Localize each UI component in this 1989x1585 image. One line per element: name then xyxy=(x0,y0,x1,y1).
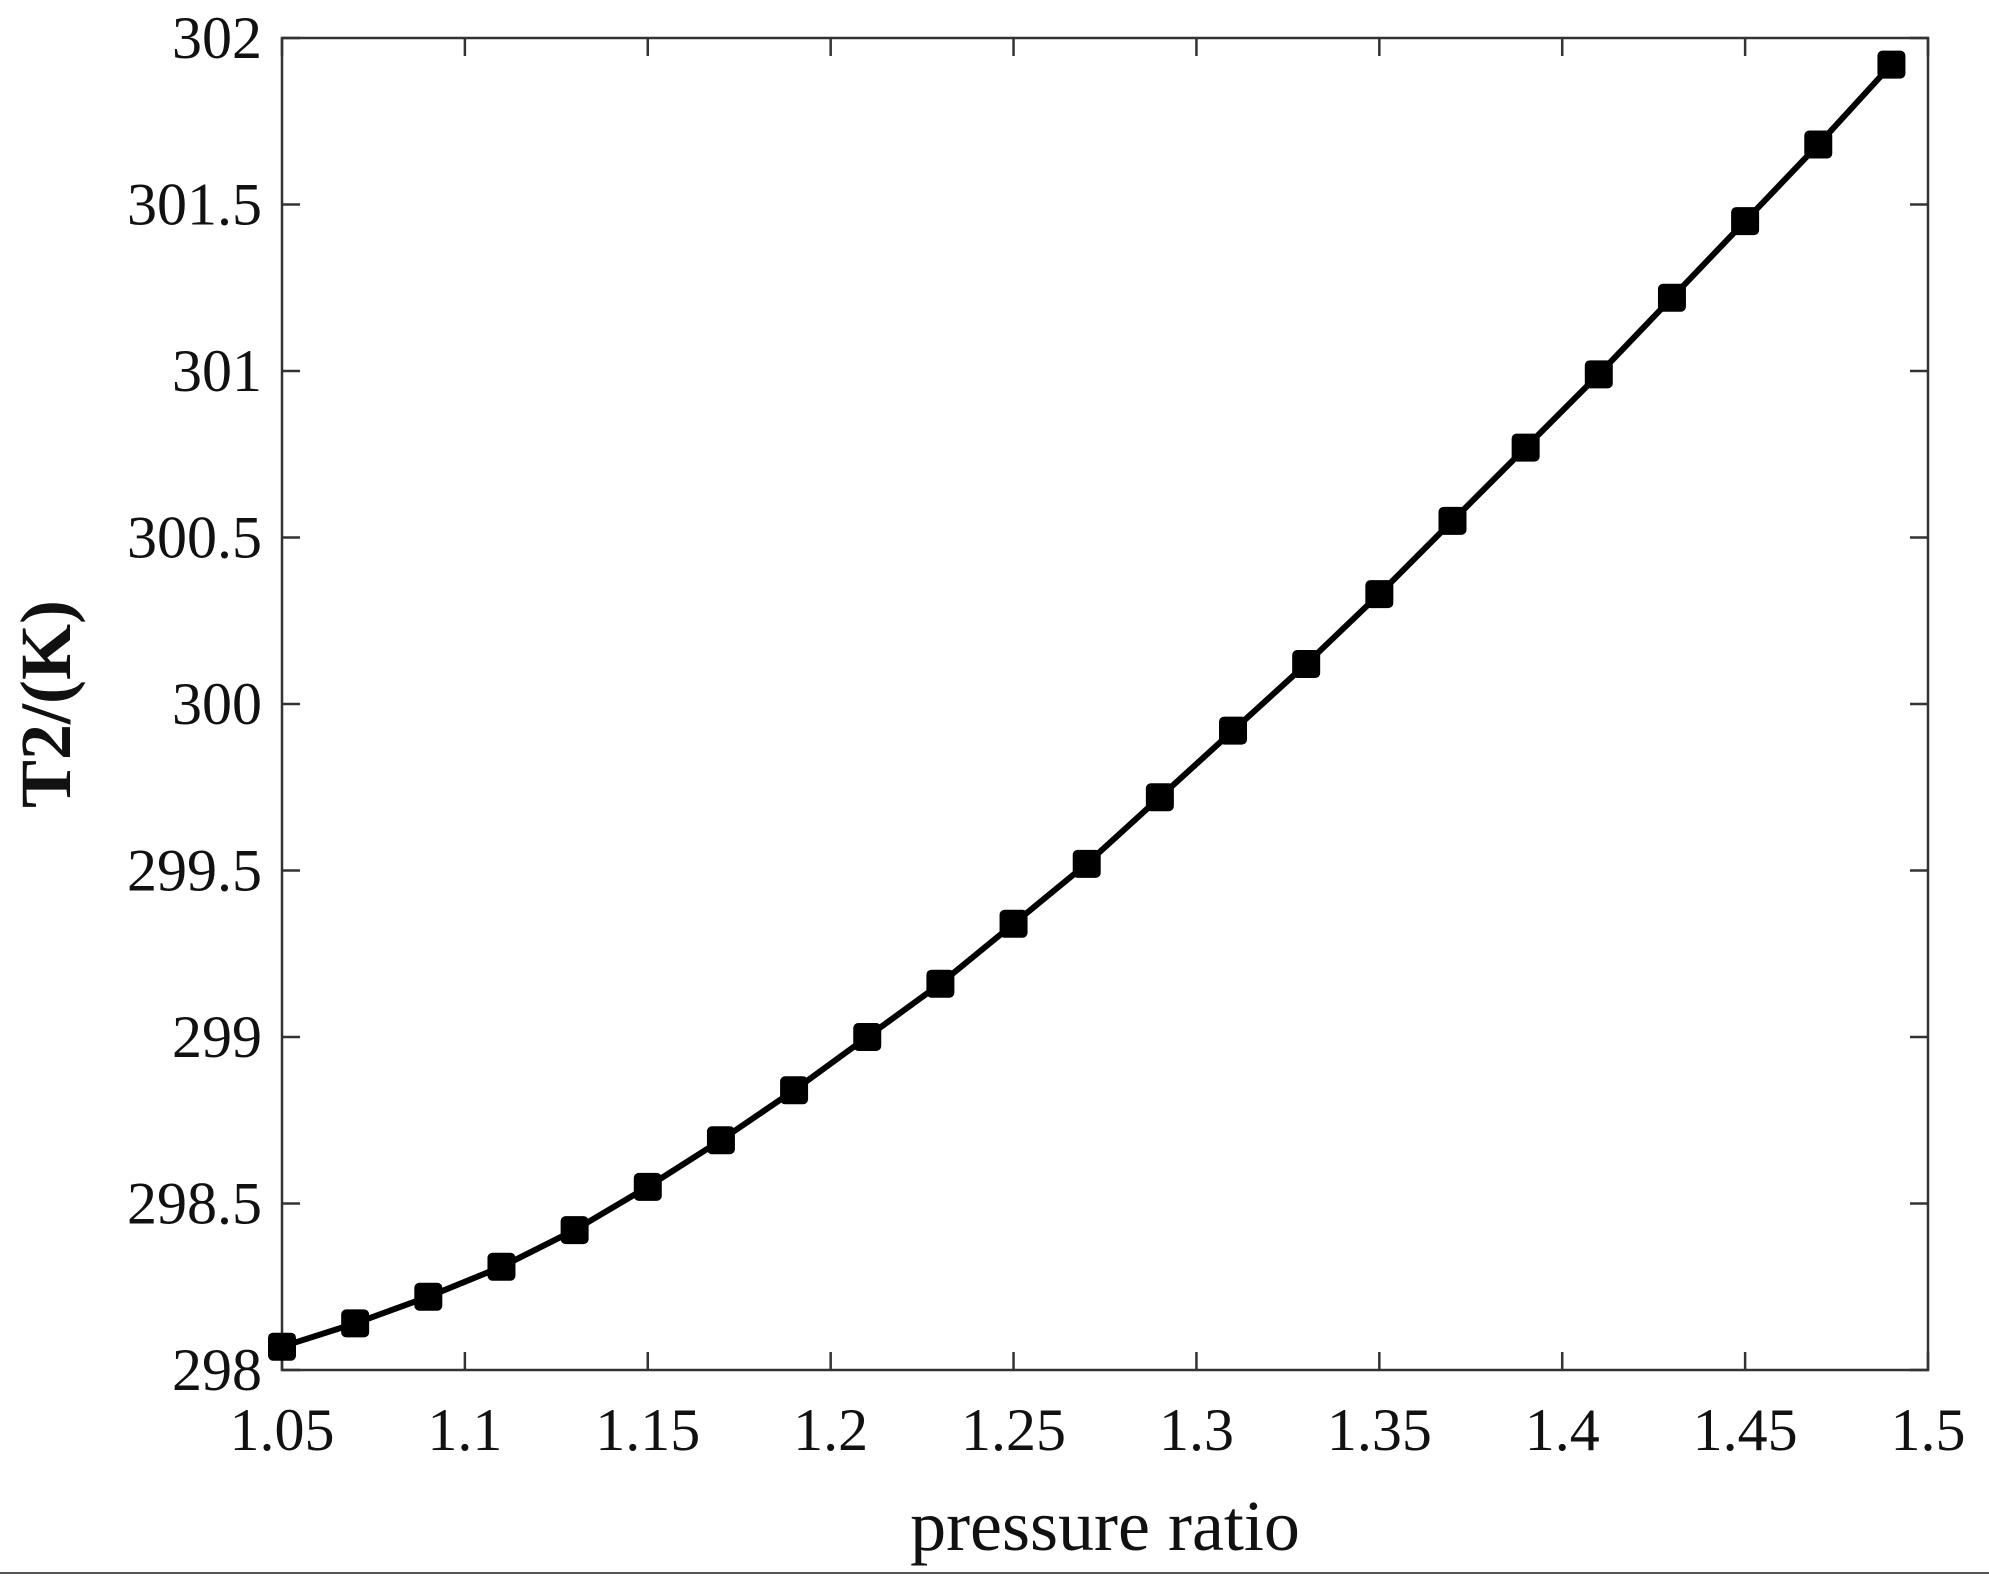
data-point xyxy=(780,1076,809,1105)
x-tick-label: 1.5 xyxy=(1891,1397,1966,1463)
axis-ticks xyxy=(280,36,1930,1372)
x-tick-label: 1.05 xyxy=(230,1397,335,1463)
series-layer xyxy=(268,50,1906,1361)
data-point xyxy=(1804,130,1833,159)
data-point xyxy=(1511,433,1540,462)
data-point xyxy=(1438,506,1467,535)
data-point xyxy=(1877,50,1906,79)
y-tick-label: 301.5 xyxy=(127,172,262,238)
data-point xyxy=(853,1023,882,1051)
x-tick-label: 1.25 xyxy=(961,1397,1066,1463)
y-tick-label: 299 xyxy=(172,1004,262,1070)
x-tick-label: 1.2 xyxy=(793,1397,868,1463)
data-point xyxy=(1072,849,1101,878)
x-tick-label: 1.3 xyxy=(1159,1397,1234,1463)
axis-tick-labels: 1.05 1.1 1.15 1.2 1.25 1.3 1.35 1.4 1.45 1.5 298 29… xyxy=(127,5,1966,1463)
data-point xyxy=(706,1126,735,1155)
data-point xyxy=(1145,783,1174,812)
y-tick-label: 299.5 xyxy=(127,838,262,904)
y-axis-title: T2/(K) xyxy=(6,600,86,808)
data-point xyxy=(1219,716,1248,745)
data-point xyxy=(487,1252,516,1281)
series-line xyxy=(281,62,1894,1350)
data-point xyxy=(414,1282,443,1311)
y-tick-label: 301 xyxy=(172,338,262,404)
y-tick-label: 300 xyxy=(172,671,262,737)
x-tick-label: 1.35 xyxy=(1327,1397,1432,1463)
data-point xyxy=(1657,283,1686,312)
data-point xyxy=(1292,650,1321,679)
data-point xyxy=(633,1172,662,1201)
data-point xyxy=(1365,580,1394,609)
data-point xyxy=(999,909,1028,938)
x-axis-title: pressure ratio xyxy=(910,1486,1300,1566)
x-tick-label: 1.1 xyxy=(427,1397,502,1463)
data-point xyxy=(341,1309,370,1338)
data-point xyxy=(1584,360,1613,389)
data-point xyxy=(268,1332,296,1361)
y-tick-label: 300.5 xyxy=(127,505,262,571)
y-tick-label: 298 xyxy=(172,1337,262,1403)
x-tick-label: 1.15 xyxy=(595,1397,700,1463)
x-tick-label: 1.45 xyxy=(1693,1397,1798,1463)
data-point xyxy=(926,969,955,998)
data-point xyxy=(560,1216,589,1245)
y-tick-label: 298.5 xyxy=(127,1171,262,1237)
plot-area-frame xyxy=(280,36,1930,1372)
data-point xyxy=(1731,207,1760,236)
y-tick-label: 302 xyxy=(172,5,262,71)
x-tick-label: 1.4 xyxy=(1525,1397,1600,1463)
